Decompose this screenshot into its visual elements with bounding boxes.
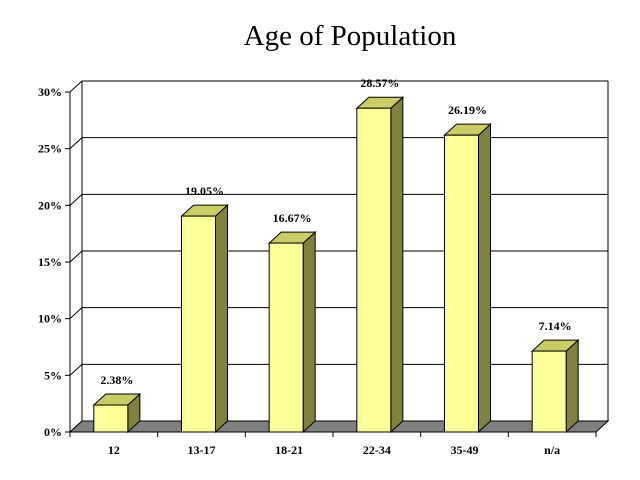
y-tick-label: 0% xyxy=(44,425,62,439)
data-label: 26.19% xyxy=(448,103,487,117)
side-wall-gridline xyxy=(69,250,83,263)
y-tick-label: 30% xyxy=(38,85,62,99)
bar-side xyxy=(302,230,316,434)
data-label: 16.67% xyxy=(273,211,312,225)
side-wall-gridline xyxy=(69,307,83,320)
side-wall-gridline xyxy=(69,193,83,206)
x-tick-label: 13-17 xyxy=(188,443,216,457)
bar-12 xyxy=(92,392,142,434)
side-wall-gridline xyxy=(69,80,83,93)
bar-side xyxy=(565,338,579,434)
bar-side xyxy=(390,96,404,434)
x-tick-label: 18-21 xyxy=(275,443,303,457)
data-label: 2.38% xyxy=(100,373,133,387)
y-tick-label: 15% xyxy=(38,255,62,269)
bar-front xyxy=(93,404,129,433)
bar-side xyxy=(478,123,491,434)
x-axis-ticks: 12 13-17 18-21 22-34 35-49 n/a xyxy=(69,432,597,457)
x-tick-label: 22-34 xyxy=(363,443,391,457)
bar-front xyxy=(531,350,567,433)
data-labels: 2.38% 19.05% 16.67% 28.57% 26.19% 7.14% xyxy=(100,76,571,387)
y-tick-label: 5% xyxy=(44,368,62,382)
bar-18-21 xyxy=(267,230,317,434)
data-label: 28.57% xyxy=(360,76,399,90)
bar-22-34 xyxy=(355,96,405,434)
y-tick-label: 10% xyxy=(38,312,62,326)
data-label: 19.05% xyxy=(185,184,224,198)
x-tick-label: n/a xyxy=(544,443,560,457)
gridlines xyxy=(69,80,608,433)
x-tick-label: 35-49 xyxy=(451,443,479,457)
bar-front xyxy=(181,215,216,433)
axes xyxy=(69,81,609,433)
x-tick-label: 12 xyxy=(108,443,120,457)
bar-front xyxy=(444,134,479,433)
bar-front xyxy=(356,107,392,433)
y-axis-ticks: 0% 5% 10% 15% 20% 25% 30% xyxy=(38,85,70,439)
bar-front xyxy=(268,242,304,433)
data-label: 7.14% xyxy=(539,319,572,333)
y-tick-label: 20% xyxy=(38,198,62,212)
bar-13-17 xyxy=(180,203,229,434)
side-wall-gridline xyxy=(69,137,83,150)
y-tick-label: 25% xyxy=(38,142,62,156)
side-wall-gridline xyxy=(69,363,83,376)
chart-floor xyxy=(68,420,610,433)
bar-side xyxy=(215,203,228,434)
bars xyxy=(92,96,580,434)
bar-35-49 xyxy=(443,123,492,434)
bar-n/a xyxy=(530,338,580,434)
floor-plane xyxy=(68,420,610,433)
